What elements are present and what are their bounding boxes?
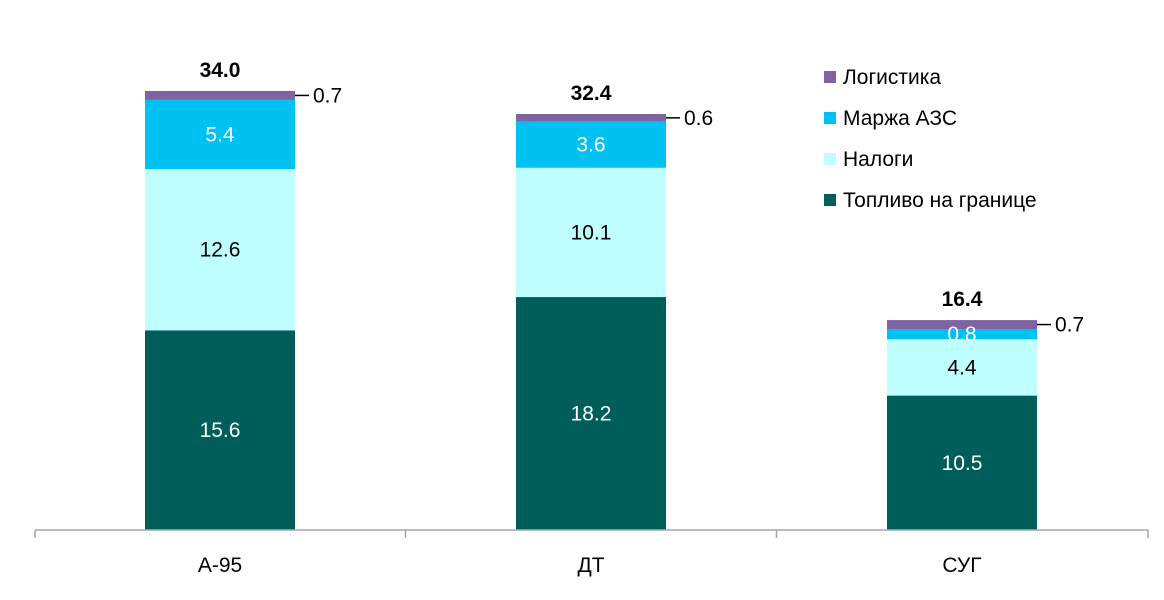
data-label-1-4: 0.7	[313, 84, 342, 107]
bar-segment-3-1	[887, 395, 1037, 530]
x-tick-label-2: ДТ	[577, 554, 604, 577]
data-label-1-3: 5.4	[205, 123, 235, 146]
legend-swatch	[824, 153, 836, 165]
x-tick-label-1: А-95	[198, 554, 242, 577]
data-label-3-1: 10.5	[942, 452, 983, 475]
data-label-2-3: 3.6	[576, 134, 605, 157]
data-label-2-1: 18.2	[571, 403, 612, 426]
bar-segment-3-3	[887, 329, 1037, 340]
legend-label: Налоги	[843, 148, 913, 171]
data-label-3-2: 4.4	[947, 356, 977, 379]
bar-segment-2-3	[516, 121, 666, 168]
bar-segment-3-2	[887, 339, 1037, 396]
bars-group	[145, 90, 1037, 530]
legend-swatch	[824, 71, 836, 83]
total-label-1: 34.0	[200, 59, 241, 82]
data-label-2-4: 0.6	[684, 107, 713, 130]
bar-segment-2-2	[516, 167, 666, 298]
x-axis: А-95 ДТ СУГ	[34, 529, 1149, 577]
legend-item-3: Налоги	[824, 148, 913, 171]
bar-segment-1-4	[145, 90, 295, 100]
legend: Логистика Маржа АЗС Налоги Топливо на грани…	[824, 66, 1037, 212]
total-label-3: 16.4	[942, 288, 983, 311]
legend-item-1: Логистика	[824, 66, 941, 89]
data-label-1-2: 12.6	[200, 239, 241, 262]
data-labels-group: 15.6 12.6 5.4 0.7 34.0 18.2 10.1 3.6 0.6 32.4 10.5…	[200, 59, 1085, 475]
bar-segment-1-1	[145, 330, 295, 530]
x-tick-label-3: СУГ	[942, 554, 981, 577]
bar-segment-1-3	[145, 99, 295, 170]
legend-label: Маржа АЗС	[843, 107, 957, 130]
legend-item-2: Маржа АЗС	[824, 107, 957, 130]
data-label-2-2: 10.1	[571, 221, 612, 244]
bar-segment-1-2	[145, 169, 295, 331]
bar-segment-2-4	[516, 114, 666, 122]
legend-label: Логистика	[843, 66, 941, 89]
bar-segment-3-4	[887, 320, 1037, 330]
bar-segment-2-1	[516, 297, 666, 530]
data-label-1-1: 15.6	[200, 419, 241, 442]
data-label-3-3: 0.8	[947, 323, 976, 346]
legend-swatch	[824, 112, 836, 124]
total-label-2: 32.4	[571, 82, 612, 105]
data-label-3-4: 0.7	[1055, 314, 1084, 337]
legend-swatch	[824, 194, 836, 206]
legend-item-4: Топливо на границе	[824, 189, 1037, 212]
legend-label: Топливо на границе	[843, 189, 1037, 212]
